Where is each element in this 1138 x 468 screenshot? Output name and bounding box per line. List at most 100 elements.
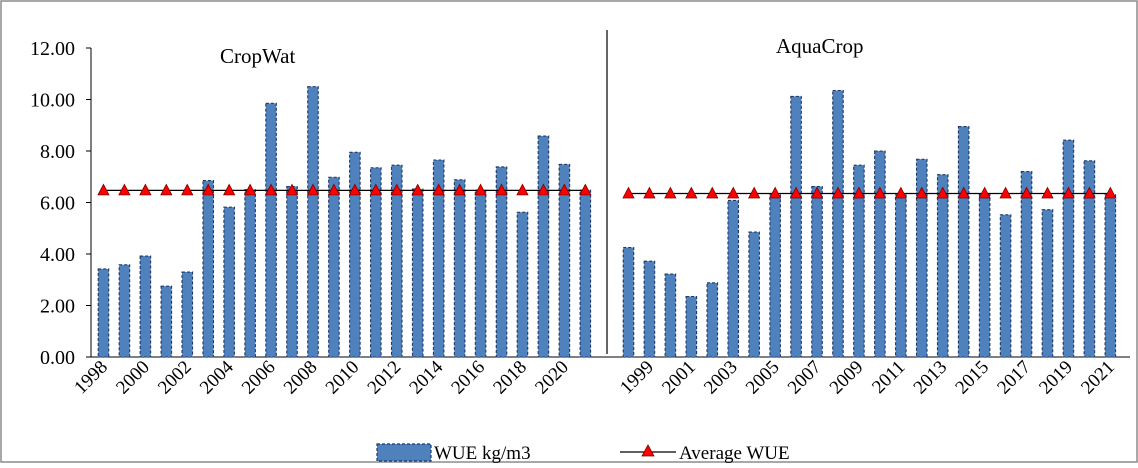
bar-aquacrop-2010: [874, 150, 886, 358]
panel-title: AquaCrop: [776, 34, 864, 58]
average-marker: [97, 183, 110, 196]
bar-cropwat-1998: [97, 268, 110, 358]
average-marker: [474, 183, 487, 196]
average-marker: [390, 183, 403, 196]
average-marker: [537, 183, 550, 196]
average-marker: [748, 186, 761, 199]
average-marker: [789, 186, 803, 199]
bar-cropwat-2021: [579, 189, 592, 358]
average-marker: [579, 183, 592, 196]
y-tick-label: 12.00: [30, 38, 75, 60]
average-marker: [685, 186, 698, 199]
average-layer: [97, 183, 1117, 199]
bar-cropwat-2009: [328, 176, 340, 358]
bar-cropwat-1999: [118, 264, 131, 358]
bar-aquacrop-2003: [727, 199, 740, 358]
bars-layer: [97, 86, 1117, 358]
bar-cropwat-2010: [349, 151, 361, 358]
bar-cropwat-2002: [181, 271, 194, 358]
bar-aquacrop-2018: [1041, 209, 1054, 358]
bar-cropwat-2014: [432, 159, 445, 358]
bar-cropwat-2016: [474, 189, 487, 358]
bar-aquacrop-2013: [936, 174, 949, 358]
bar-cropwat-2015: [453, 179, 466, 358]
average-marker: [118, 183, 131, 196]
average-marker: [999, 186, 1012, 199]
average-marker: [1020, 186, 1033, 199]
average-marker: [243, 183, 257, 196]
average-marker: [1104, 186, 1117, 199]
average-marker: [706, 186, 719, 199]
y-tick-label: 4.00: [40, 244, 75, 266]
bar-aquacrop-2009: [853, 164, 865, 358]
average-marker: [432, 183, 445, 196]
bar-aquacrop-2017: [1020, 171, 1033, 358]
average-marker: [202, 183, 215, 196]
bar-cropwat-2006: [265, 102, 277, 358]
bar-cropwat-2004: [223, 206, 235, 358]
bar-cropwat-2011: [370, 167, 382, 358]
y-tick-label: 10.00: [30, 90, 75, 112]
bar-aquacrop-2021: [1104, 194, 1117, 358]
average-marker: [768, 186, 782, 199]
average-marker: [516, 183, 529, 196]
bar-aquacrop-2001: [685, 295, 698, 358]
bar-cropwat-2020: [558, 163, 571, 358]
bar-cropwat-2008: [307, 86, 319, 358]
average-marker: [852, 186, 866, 199]
average-marker: [495, 183, 508, 196]
average-marker: [348, 183, 362, 196]
bar-cropwat-2013: [411, 188, 424, 358]
bar-aquacrop-2016: [999, 214, 1012, 358]
bar-cropwat-2001: [160, 285, 173, 358]
average-marker: [1083, 186, 1096, 199]
average-marker: [894, 186, 907, 199]
average-marker: [978, 186, 991, 199]
legend: WUE kg/m3 Average WUE: [376, 443, 790, 464]
average-marker: [936, 186, 949, 199]
bar-cropwat-2007: [286, 185, 298, 358]
bar-aquacrop-2002: [706, 282, 719, 358]
legend-marker-swatch: [641, 444, 655, 457]
y-tick-label: 0.00: [40, 347, 75, 369]
bar-cropwat-2017: [495, 166, 508, 358]
bar-cropwat-2012: [390, 164, 403, 358]
average-marker: [810, 186, 824, 199]
average-marker: [622, 186, 635, 199]
bar-aquacrop-1999: [643, 260, 656, 358]
bar-aquacrop-1998: [622, 247, 635, 358]
average-marker: [369, 183, 382, 196]
average-marker: [453, 183, 466, 196]
bar-cropwat-2003: [202, 180, 215, 358]
bar-cropwat-2005: [244, 189, 256, 358]
average-marker: [643, 186, 656, 199]
bar-cropwat-2019: [537, 135, 550, 358]
average-marker: [1041, 186, 1054, 199]
average-marker: [264, 183, 278, 196]
average-marker: [306, 183, 320, 196]
average-marker: [727, 186, 740, 199]
average-marker: [664, 186, 677, 199]
average-marker: [327, 183, 341, 196]
bar-aquacrop-2020: [1083, 160, 1096, 358]
average-marker: [139, 183, 152, 196]
bar-aquacrop-2004: [748, 231, 760, 358]
average-marker: [1062, 186, 1075, 199]
y-tick-label: 8.00: [40, 141, 75, 163]
bar-aquacrop-2011: [895, 194, 907, 358]
average-marker: [181, 183, 194, 196]
average-marker: [160, 183, 173, 196]
axes-layer: [86, 30, 1130, 358]
average-marker: [873, 186, 887, 199]
bar-aquacrop-2008: [832, 89, 844, 358]
bar-cropwat-2000: [139, 255, 152, 358]
legend-bar-swatch: [376, 443, 432, 462]
bar-aquacrop-2007: [811, 185, 823, 358]
legend-bar-label: WUE kg/m3: [434, 443, 531, 463]
legend-line-label: Average WUE: [679, 443, 790, 463]
panel-title: CropWat: [220, 44, 295, 68]
average-marker: [957, 186, 970, 199]
bar-aquacrop-2015: [978, 192, 991, 358]
